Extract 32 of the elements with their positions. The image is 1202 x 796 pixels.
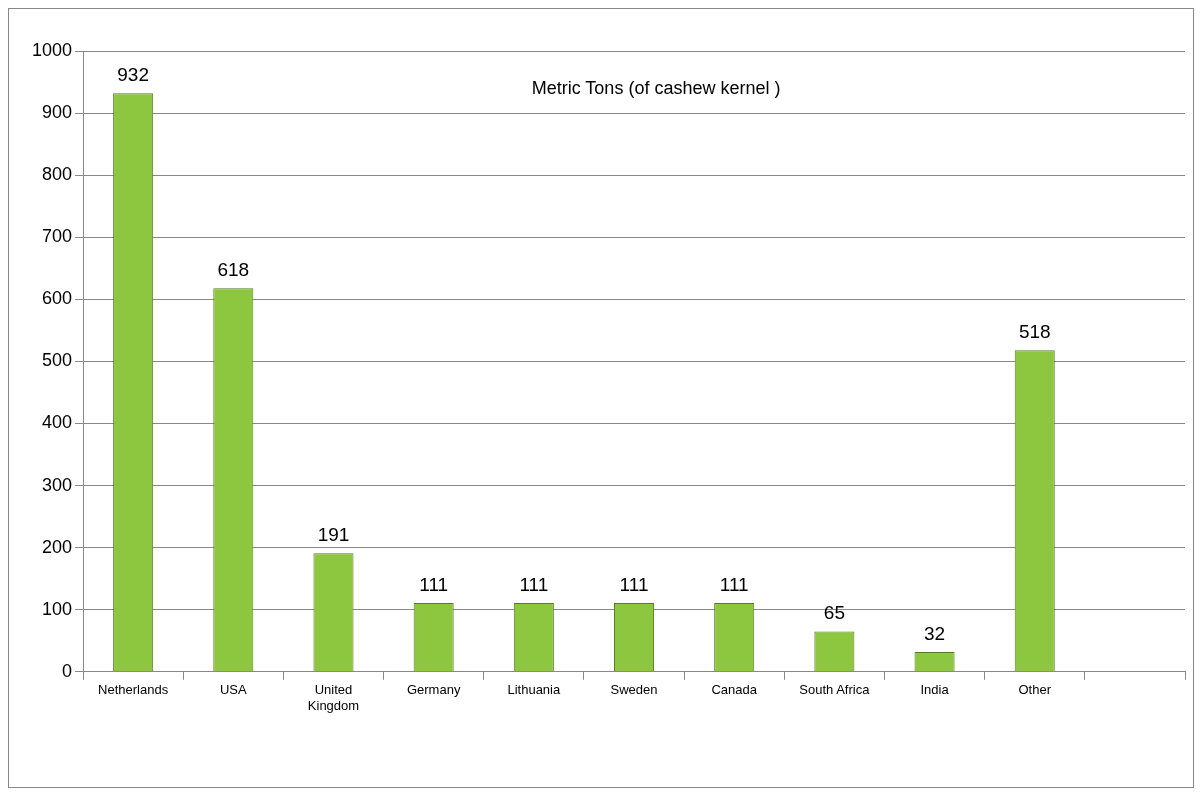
y-tick-label: 400 <box>42 412 73 433</box>
text: Metric Tons (of cashew kernel ) <box>531 77 781 98</box>
data-label: 618 <box>217 258 250 280</box>
y-tick-label: 200 <box>42 536 73 557</box>
x-tick-label: Other <box>1018 682 1052 698</box>
x-tick-label: USA <box>219 682 247 698</box>
x-tick-label: South Africa <box>799 682 871 698</box>
data-label: 111 <box>619 573 649 595</box>
data-label: 518 <box>1018 320 1051 342</box>
data-label: 932 <box>117 63 149 85</box>
y-tick-label: 300 <box>42 474 73 495</box>
y-tick-label: 700 <box>42 226 73 247</box>
y-tick-label: 800 <box>42 164 73 185</box>
data-label: 191 <box>317 523 350 545</box>
data-label: 65 <box>823 602 845 624</box>
y-tick-label: 600 <box>42 288 73 309</box>
x-tick-label: Germany <box>406 682 461 698</box>
x-tick-label: Sweden <box>610 682 658 698</box>
y-tick-label: 1000 <box>32 39 73 60</box>
y-tick-label: 500 <box>42 350 73 371</box>
x-tick-label: United Kingdom <box>307 682 360 713</box>
x-tick-label: Netherlands <box>98 682 169 698</box>
y-tick-label: 0 <box>62 660 73 681</box>
y-tick-label: 100 <box>42 598 73 619</box>
data-label: 32 <box>923 622 946 644</box>
x-tick-label: Canada <box>711 682 758 698</box>
x-tick-label: India <box>920 682 950 698</box>
y-tick-label: 900 <box>42 102 73 123</box>
x-tick-label: Lithuania <box>507 682 561 698</box>
data-label: 111 <box>419 573 449 595</box>
data-label: 111 <box>719 573 749 595</box>
data-label: 111 <box>519 573 549 595</box>
